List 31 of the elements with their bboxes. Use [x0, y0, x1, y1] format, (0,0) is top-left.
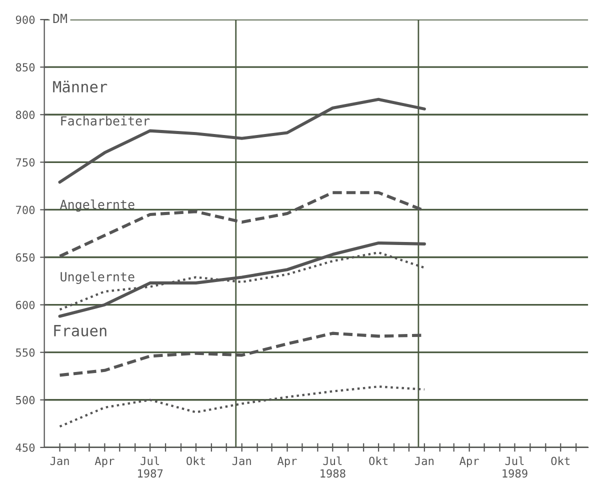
line-series — [58, 241, 426, 318]
x-tick-label: Okt — [551, 456, 570, 466]
x-tick-label: Okt — [186, 456, 205, 466]
x-tick-label: Okt — [369, 456, 388, 466]
y-tick-label: 800 — [16, 110, 35, 120]
x-tick-label: Jul 1988 — [320, 456, 346, 478]
y-tick-label: 500 — [16, 396, 35, 404]
annotation: Frauen — [54, 325, 106, 336]
y-tick-label: 750 — [16, 158, 35, 167]
x-tick-label: Apr — [277, 456, 297, 468]
y-tick-label: 600 — [16, 300, 35, 310]
series-label: Angelernte — [60, 199, 134, 212]
line-series — [58, 385, 426, 428]
line-series — [58, 98, 426, 184]
y-tick-label: 850 — [16, 63, 35, 72]
x-tick-label: Jan — [50, 456, 69, 466]
y-tick-label: 700 — [16, 206, 35, 214]
x-tick-label: Apr — [459, 456, 479, 468]
y-tick-label: 900 — [16, 16, 35, 24]
y-axis-title: DM — [53, 14, 67, 24]
y-tick-label: 550 — [16, 348, 35, 357]
y-tick-label: 450 — [16, 443, 35, 452]
x-tick-label: Jan — [414, 456, 434, 466]
series-label: Ungelernte — [60, 272, 134, 284]
annotation: Männer — [53, 80, 108, 93]
y-tick-label: 650 — [16, 253, 35, 262]
x-tick-label: Apr — [94, 456, 114, 468]
x-tick-label: Jul 1987 — [138, 456, 163, 478]
series-label: Facharbeiter — [61, 116, 150, 126]
x-tick-label: Jul 1989 — [502, 456, 528, 478]
x-tick-label: Jan — [232, 456, 251, 466]
